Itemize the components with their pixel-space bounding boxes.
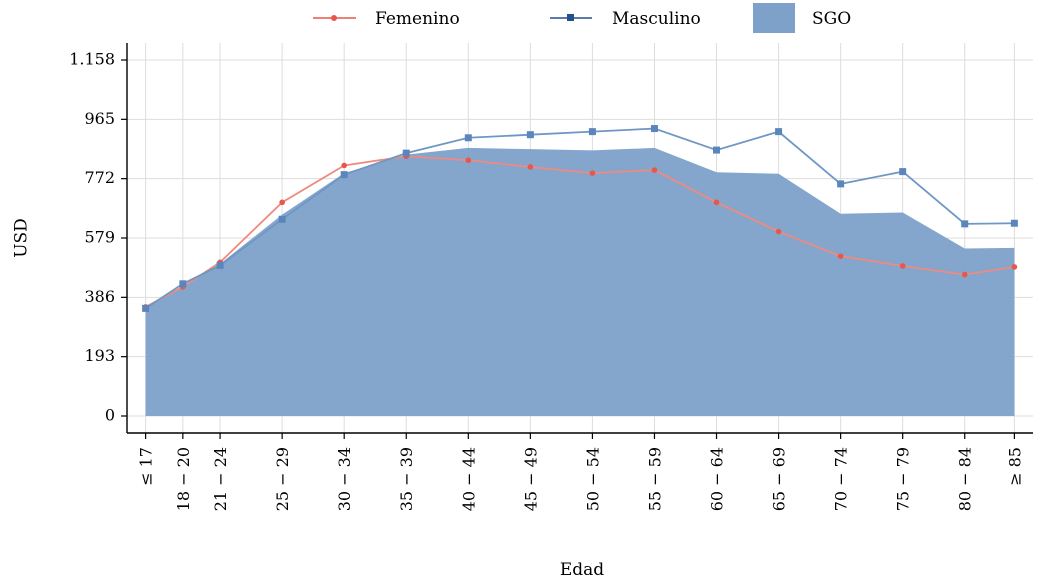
masculino-point-7 [526,131,534,139]
x-tick-label-3: 25 − 29 [273,447,292,511]
x-tick-label-12: 70 − 74 [832,447,851,511]
masculino-point-8 [588,128,596,136]
femenino-point-10 [713,199,720,206]
x-tick-label-14: 80 − 84 [956,447,975,511]
x-tick-label-9: 55 − 59 [645,447,664,511]
tick-labels: 0 193 386 579 772 965 1.158 ≤ 17 18 − 20 21 − 24 2… [69,50,1024,512]
x-tick-label-15: ≥ 85 [1005,447,1024,486]
axes [121,43,1033,439]
masculino-point-10 [713,146,721,154]
legend: Femenino Masculino SGO [313,3,851,33]
masculino-point-11 [775,128,783,136]
legend-label-sgo: SGO [812,9,851,29]
x-axis-title: Edad [560,560,604,580]
femenino-point-9 [651,167,658,173]
x-tick-label-13: 75 − 79 [894,447,913,511]
x-tick-label-1: 18 − 20 [174,447,193,511]
y-tick-label-1: 193 [84,346,115,365]
femenino-point-3 [279,199,285,206]
x-tick-label-10: 60 − 64 [708,447,727,511]
x-tick-label-6: 40 − 44 [459,447,478,511]
masculino-point-2 [216,261,224,269]
legend-item-femenino: Femenino [313,9,460,29]
y-tick-label-5: 965 [84,109,115,128]
masculino-point-5 [402,149,410,157]
y-tick-label-0: 0 [105,406,115,425]
x-tick-label-8: 50 − 54 [583,447,602,511]
femenino-point-4 [341,162,347,169]
y-axis-title: USD [12,218,32,258]
x-tick-label-7: 45 − 49 [521,447,540,511]
x-tick-label-2: 21 − 24 [211,447,230,511]
masculino-line [145,127,1015,310]
masculino-point-3 [278,215,286,223]
femenino-point-13 [899,263,906,269]
legend-item-sgo: SGO [753,3,851,33]
masculino-point-1 [179,280,187,288]
femenino-point-8 [589,170,596,176]
y-tick-label-3: 579 [84,228,115,247]
femenino-point-7 [527,164,534,170]
y-tick-label-6: 1.158 [69,50,115,69]
y-tick-label-2: 386 [84,287,115,306]
femenino-point-12 [837,253,844,259]
y-tick-label-4: 772 [84,168,115,187]
x-tick-label-11: 65 − 69 [770,447,789,511]
x-tick-label-5: 35 − 39 [397,447,416,511]
masculino-point-14 [961,220,969,228]
legend-item-masculino: Masculino [550,9,701,29]
masculino-point-12 [837,180,845,188]
femenino-point-11 [775,228,782,235]
series-lines-layer [142,125,1018,312]
sgo-area [145,147,1015,416]
masculino-point-0 [142,304,150,312]
femenino-point-15 [1011,264,1018,270]
legend-label-masculino: Masculino [612,9,701,29]
femenino-point-14 [961,271,968,278]
x-tick-label-0: ≤ 17 [137,447,156,486]
femenino-line [145,155,1015,308]
femenino-point-6 [465,157,472,164]
masculino-point-15 [1010,219,1018,227]
masculino-point-4 [340,171,348,179]
masculino-point-9 [650,125,658,133]
sgo-area-layer [145,147,1015,416]
legend-label-femenino: Femenino [375,9,460,29]
x-tick-label-4: 30 − 34 [335,447,354,511]
masculino-point-6 [464,134,472,142]
masculino-point-13 [899,168,907,176]
